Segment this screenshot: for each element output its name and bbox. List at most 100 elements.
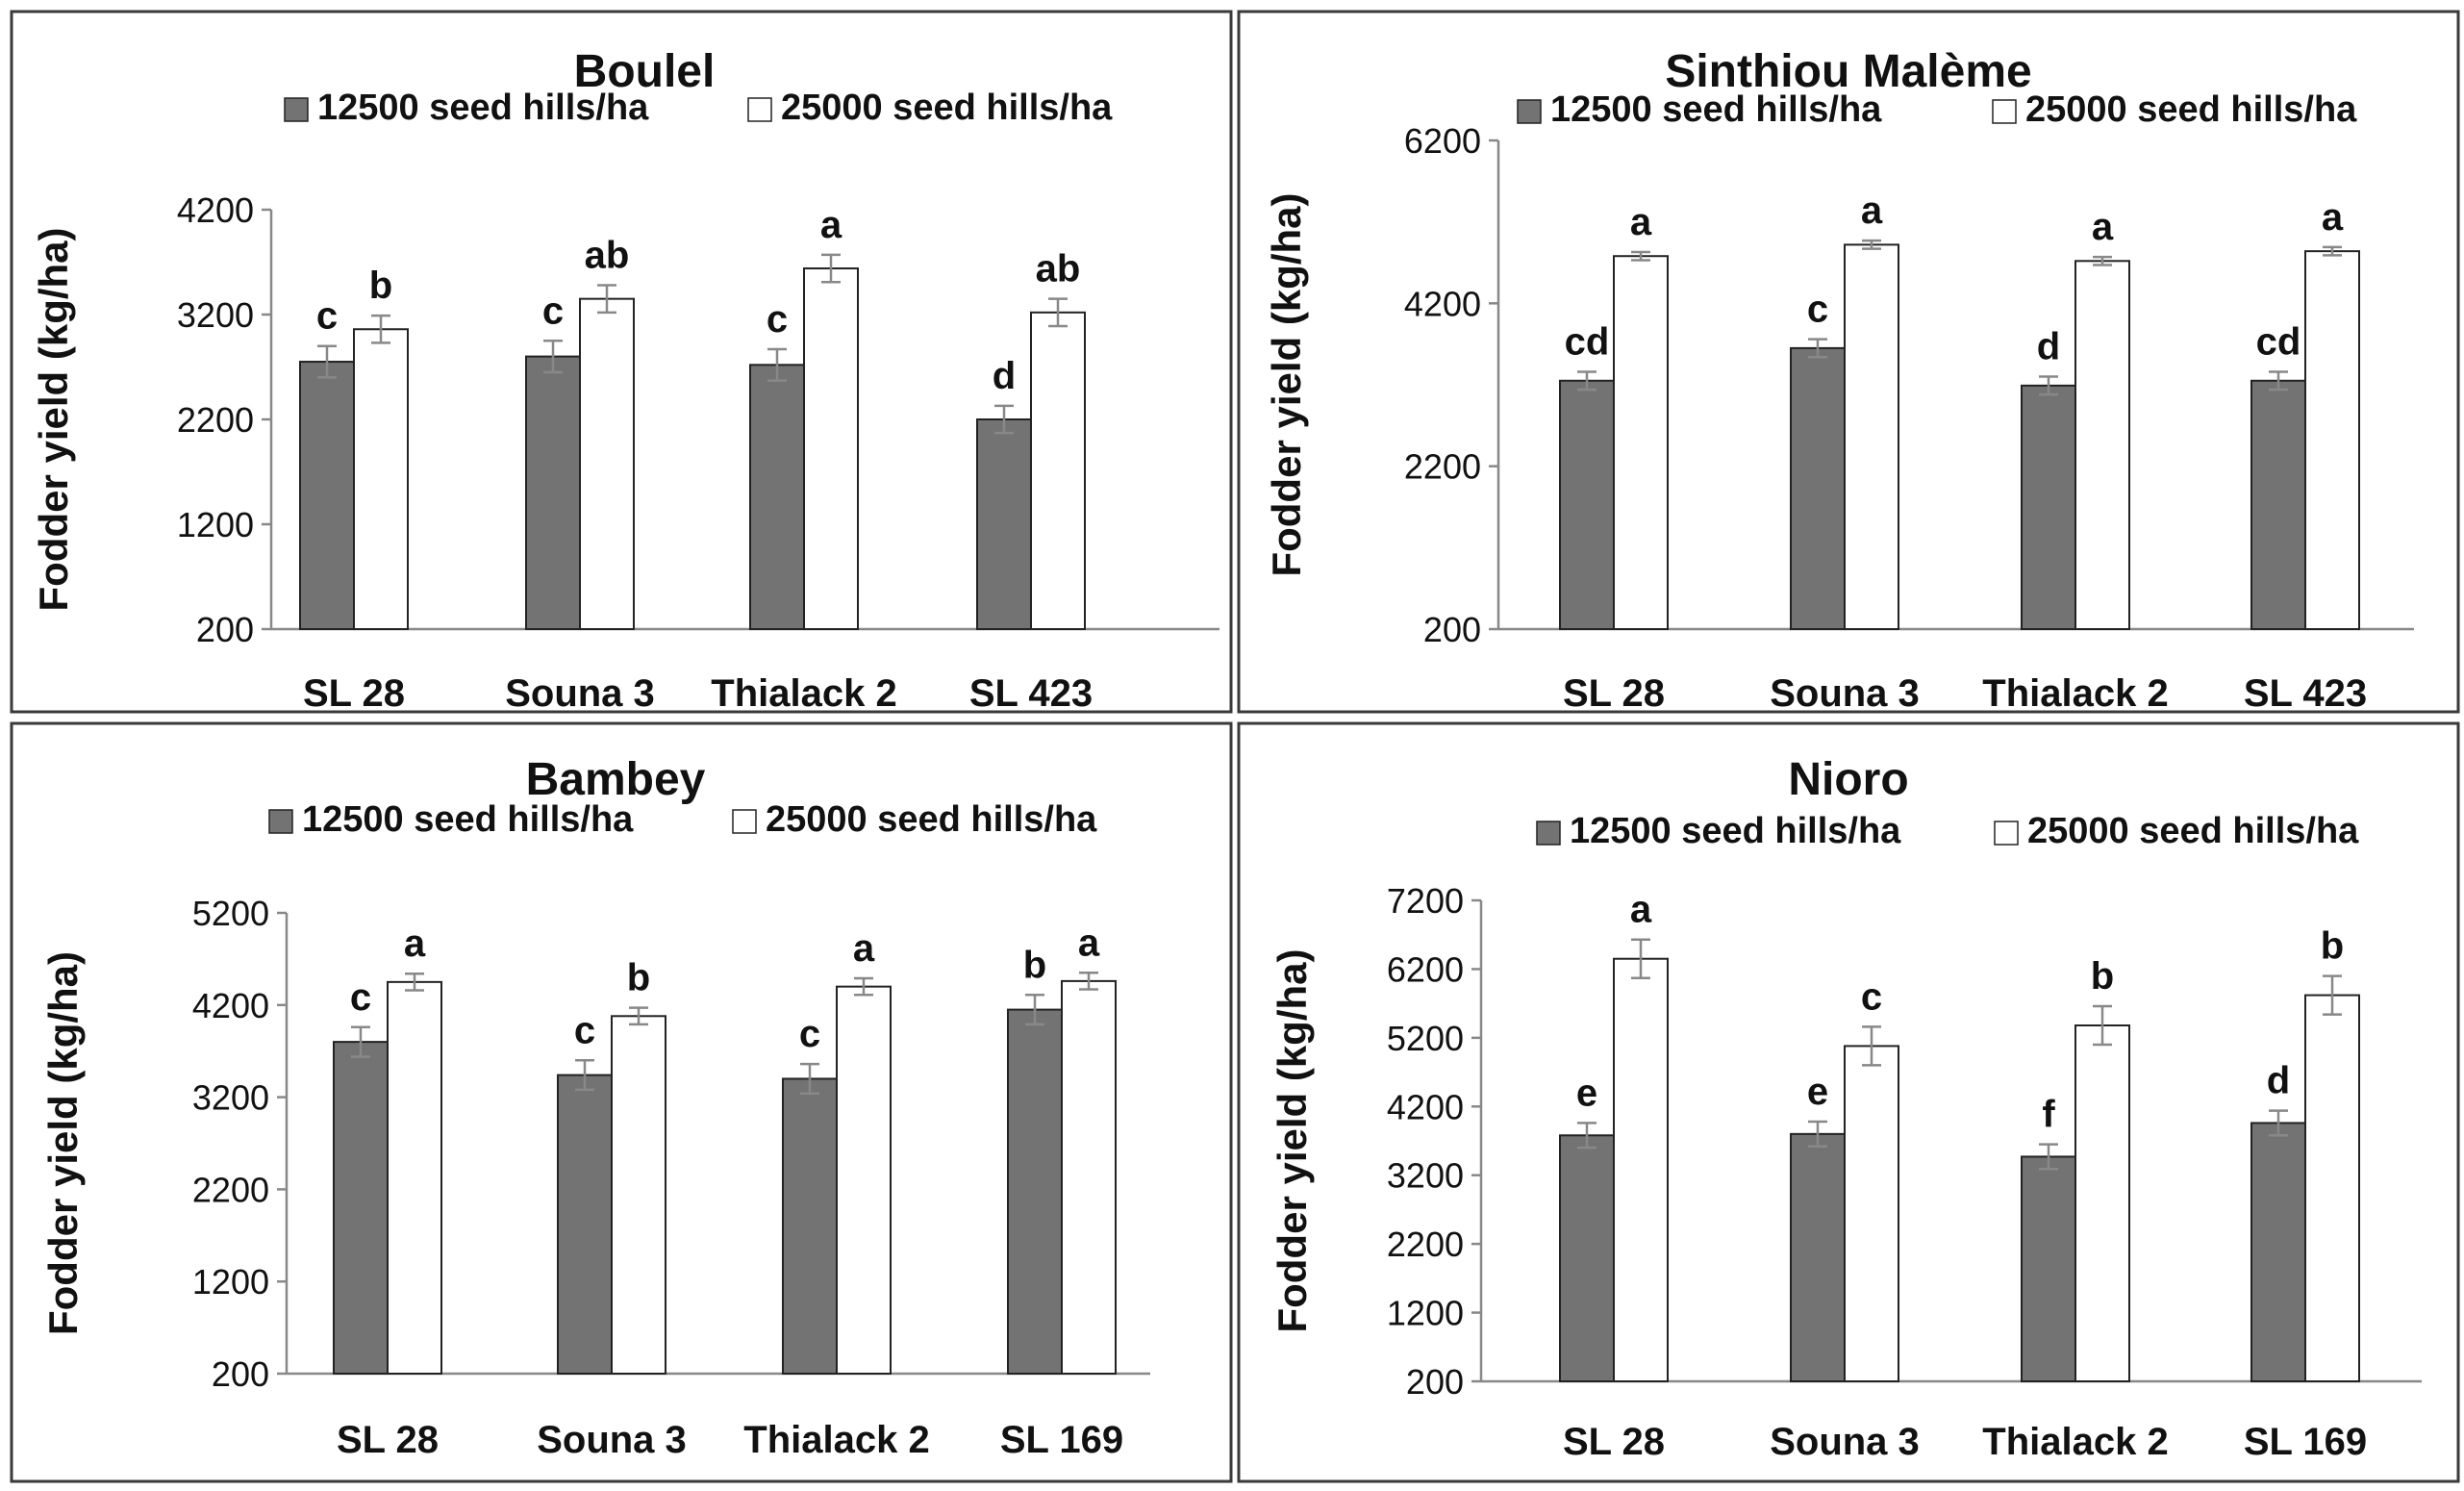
y-tick-label: 4200 [177,190,254,230]
significance-letter: c [1861,975,1882,1018]
y-tick-label: 1200 [1387,1294,1464,1333]
bar-low-1 [1559,1134,1615,1383]
x-tick-label: Souna 3 [505,672,655,715]
significance-letter: c [542,290,564,332]
significance-letter: a [1078,922,1100,964]
bar-high-3 [2074,260,2130,630]
significance-letter: c [350,976,371,1019]
x-tick-label: Thialack 2 [711,672,896,715]
significance-letter: c [574,1009,595,1051]
panel-border [10,10,1233,714]
y-tick-label: 2200 [1387,1225,1464,1264]
legend-label-high: 25000 seed hills/ha [766,799,1097,840]
significance-letter: cd [1565,320,1610,363]
x-tick-label: SL 28 [1563,672,1665,715]
y-tick-label: 6200 [1404,121,1481,161]
bar-high-1 [353,328,409,630]
y-tick-label: 4200 [192,986,269,1025]
bar-low-4 [2250,1122,2306,1383]
bar-low-2 [557,1074,613,1376]
x-tick-label: SL 28 [337,1419,439,1461]
bar-low-3 [2021,384,2076,631]
y-tick-label: 6200 [1387,949,1464,989]
y-tick-label: 2200 [192,1170,269,1209]
bar-high-4 [1030,311,1086,630]
bar-low-2 [525,355,581,630]
chart-panel-4: Nioro 12500 seed hills/ha 25000 seed hills… [1237,721,2460,1483]
legend-swatch-low [284,97,309,122]
y-axis-label: Fodder yield (kg/ha) [31,227,76,611]
y-axis-label: Fodder yield (kg/ha) [1270,948,1315,1332]
significance-letter: f [2042,1094,2055,1136]
y-tick-label: 2200 [177,400,254,440]
significance-letter: a [820,204,842,246]
legend-label-low: 12500 seed hills/ha [302,799,634,840]
x-tick-label: Souna 3 [537,1419,687,1461]
panel-border [10,721,1233,1483]
x-tick-label: Souna 3 [1770,1421,1920,1463]
bar-high-4 [2304,994,2360,1382]
y-tick-label: 7200 [1387,881,1464,921]
bar-low-3 [782,1077,838,1375]
panel-border [1237,10,2460,714]
significance-letter: a [1630,889,1652,931]
bar-high-2 [579,297,635,630]
significance-letter: b [1023,944,1046,986]
chart-title: Bambey [526,754,706,805]
bar-low-4 [2250,379,2306,630]
significance-letter: e [1576,1072,1597,1114]
significance-letter: c [1807,289,1828,331]
panel-border [1237,721,2460,1483]
significance-letter: b [2321,925,2344,968]
y-tick-label: 2200 [1404,447,1481,487]
x-tick-label: SL 169 [1000,1419,1123,1461]
y-tick-label: 5200 [1387,1019,1464,1058]
legend-label-low: 12500 seed hills/ha [317,88,649,128]
x-tick-label: SL 28 [303,672,405,715]
y-tick-label: 200 [212,1354,269,1394]
significance-letter: a [2322,196,2344,239]
significance-letter: d [2267,1060,2290,1102]
y-tick-label: 1200 [192,1262,269,1301]
significance-letter: b [2091,955,2114,998]
legend-label-low: 12500 seed hills/ha [1570,811,1901,851]
bar-high-1 [1613,957,1669,1382]
significance-letter: ab [585,234,630,276]
y-tick-label: 200 [1406,1362,1464,1402]
x-tick-label: Thialack 2 [1982,672,2168,715]
bar-low-1 [333,1041,389,1375]
y-tick-label: 3200 [177,295,254,335]
bar-high-4 [1061,979,1117,1376]
bar-low-2 [1790,1132,1846,1383]
significance-letter: a [853,927,875,970]
legend-label-high: 25000 seed hills/ha [781,88,1113,128]
x-tick-label: SL 423 [2244,672,2367,715]
legend-swatch-low [1517,99,1542,124]
bar-high-1 [1613,255,1669,630]
significance-letter: c [767,298,788,341]
bar-low-2 [1790,346,1846,630]
x-tick-label: Thialack 2 [1982,1421,2168,1463]
x-tick-label: Souna 3 [1770,672,1920,715]
y-tick-label: 4200 [1404,284,1481,323]
legend-swatch-high [1994,821,2019,846]
bar-high-2 [1844,243,1899,631]
chart-title: Sinthiou Malème [1665,46,2031,97]
y-tick-label: 5200 [192,894,269,933]
bar-low-1 [1559,379,1615,630]
significance-letter: ab [1036,248,1081,291]
bar-high-3 [836,985,892,1375]
significance-letter: b [369,265,392,307]
significance-letter: d [2037,326,2060,368]
legend-swatch-low [1536,821,1561,846]
y-tick-label: 200 [196,610,254,649]
significance-letter: a [1630,201,1652,243]
bar-low-1 [299,361,355,630]
bar-low-4 [976,418,1032,630]
legend-swatch-high [1992,99,2017,124]
significance-letter: e [1807,1071,1828,1113]
bar-low-3 [2021,1155,2076,1383]
